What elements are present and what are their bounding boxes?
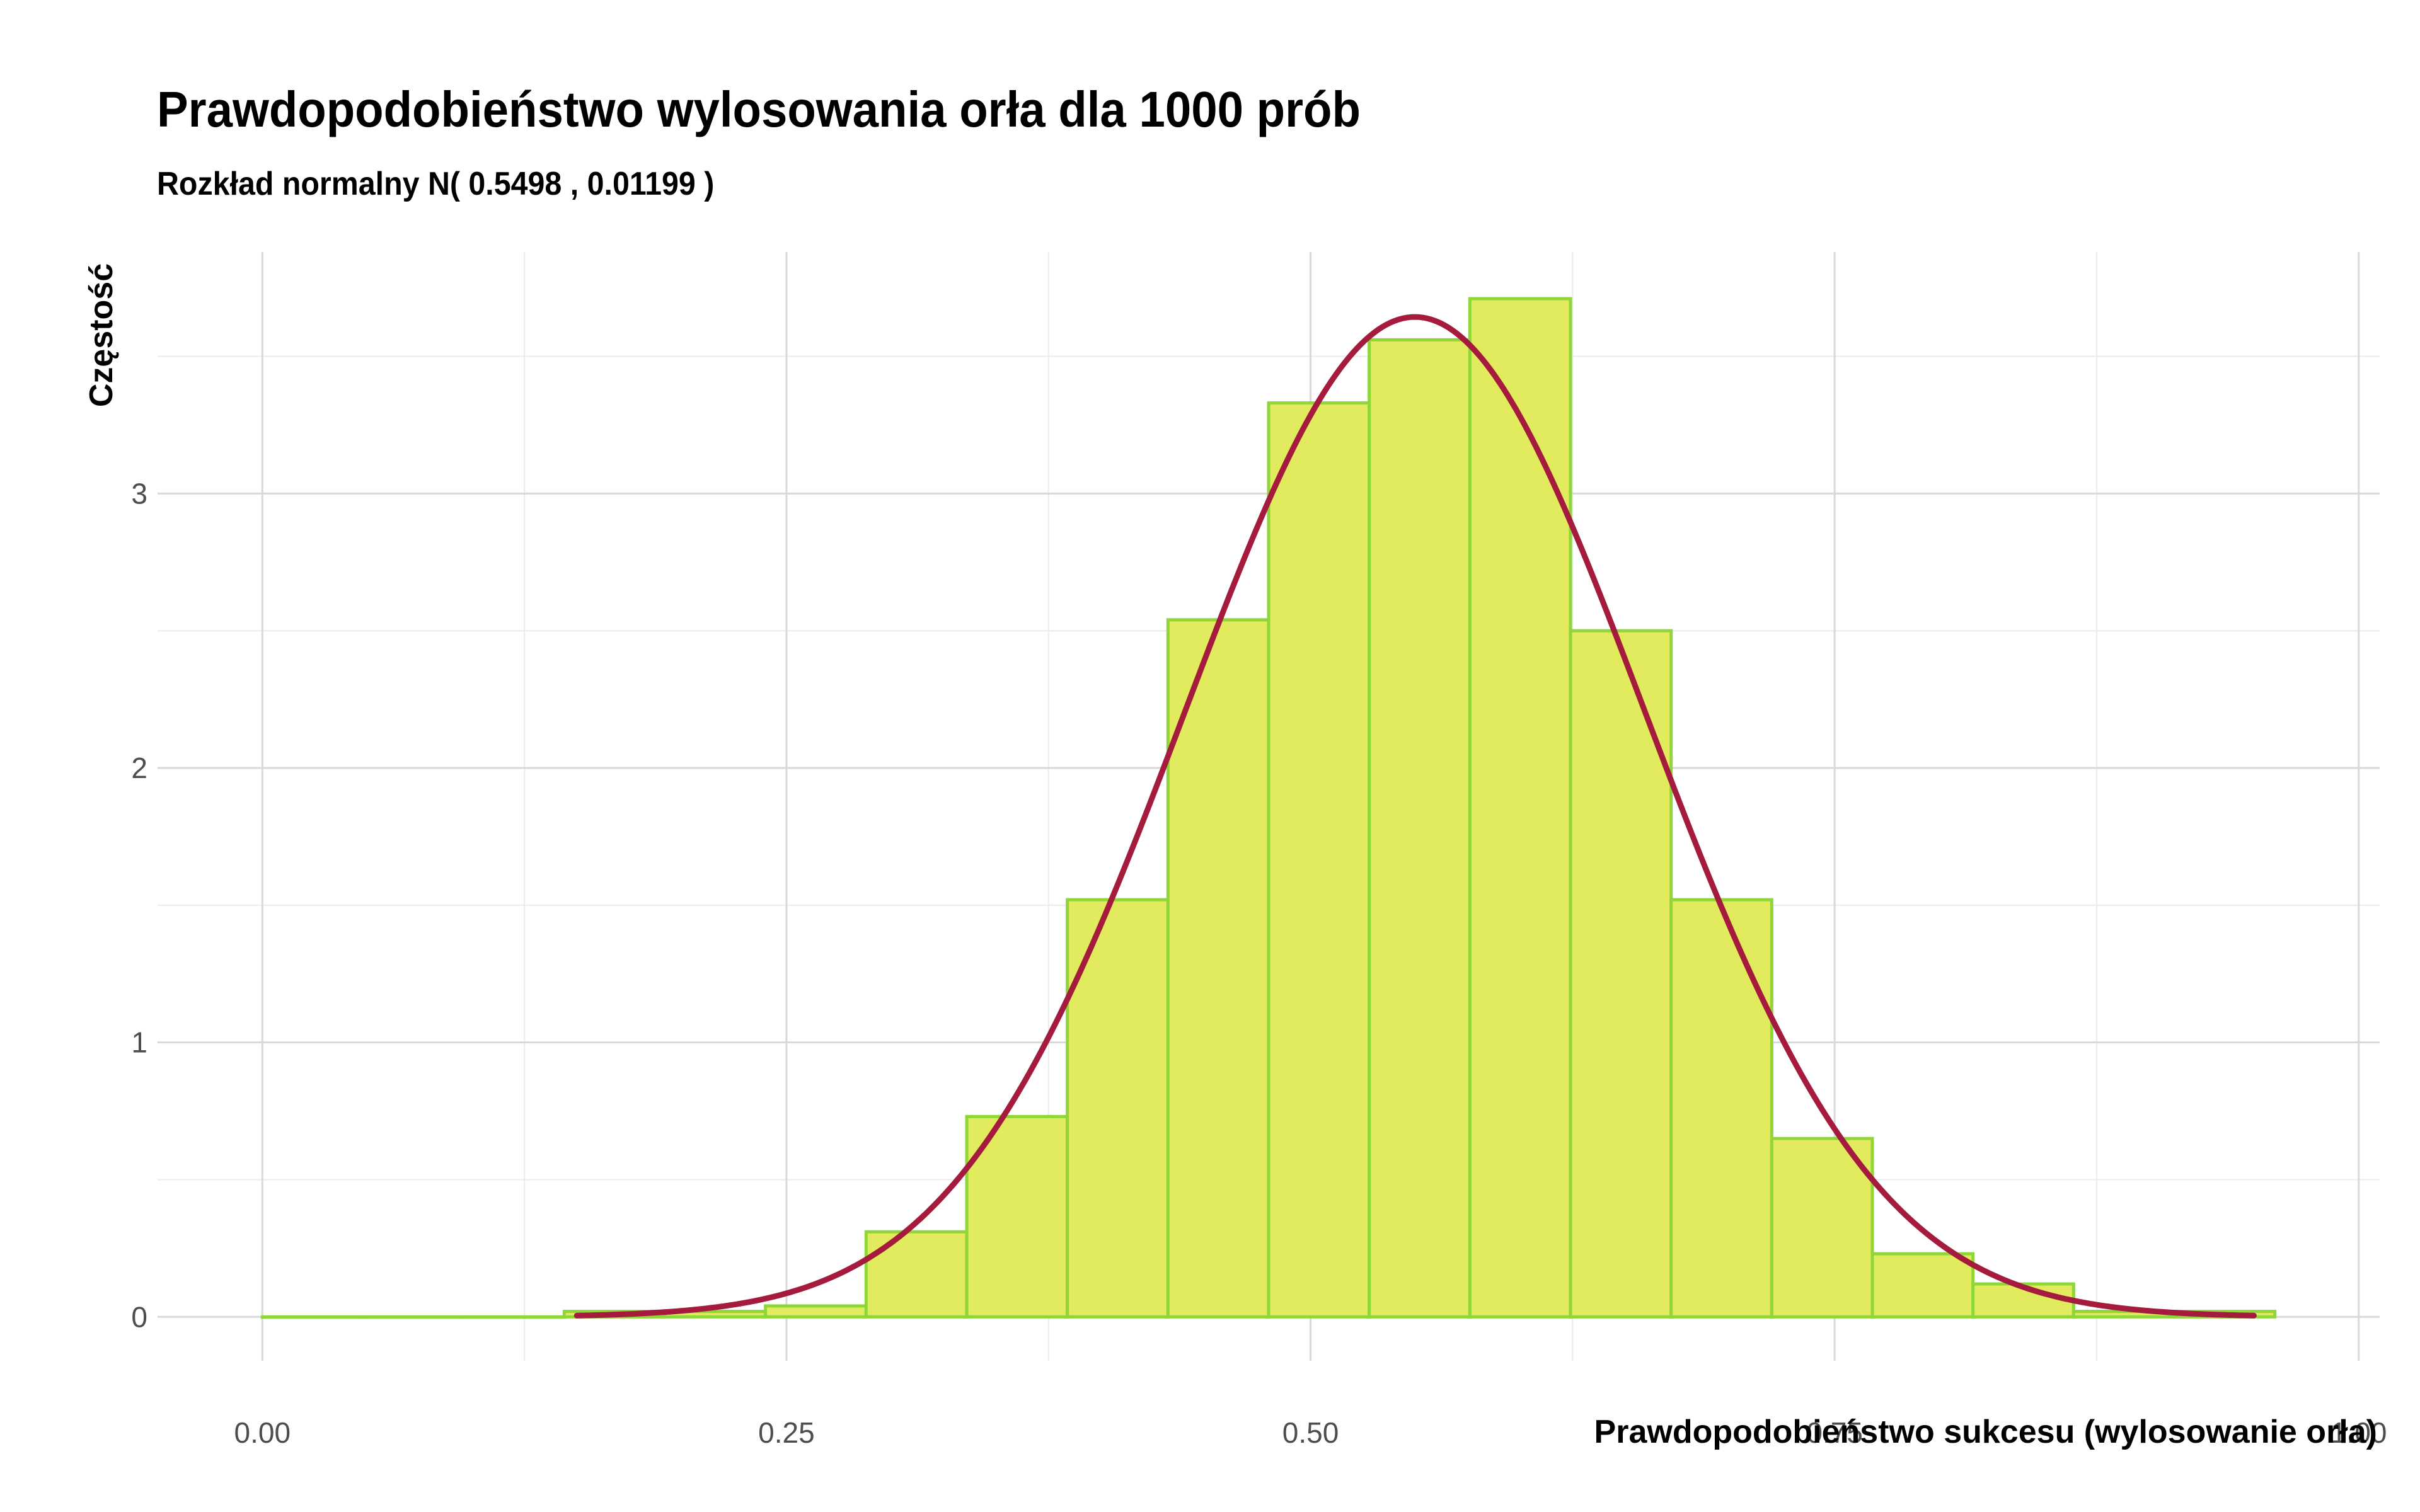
x-tick-label: 0.00 xyxy=(234,1416,291,1449)
histogram-bar xyxy=(1368,338,1472,1319)
histogram-bar xyxy=(864,1230,969,1319)
histogram-bar xyxy=(1569,629,1673,1319)
normal-density-curve xyxy=(573,314,2257,1319)
histogram-bars xyxy=(260,297,2277,1319)
x-tick-label: 0.50 xyxy=(1282,1416,1339,1449)
axis-ticks: 0.00 0.25 0.50 0.75 1.00 0 1 2 3 xyxy=(131,477,2387,1449)
x-tick-label: 0.25 xyxy=(758,1416,815,1449)
histogram-bar xyxy=(1468,297,1572,1319)
x-tick-label: 0.75 xyxy=(1806,1416,1863,1449)
chart-subtitle: Rozkład normalny N( 0.5498 , 0.01199 ) xyxy=(157,166,715,202)
histogram-bar xyxy=(1669,898,1773,1319)
histogram-bar xyxy=(764,1304,868,1319)
x-tick-label: 1.00 xyxy=(2331,1416,2387,1449)
y-tick-label: 0 xyxy=(131,1300,147,1333)
x-axis-title: Prawdopodobieństwo sukcesu (wylosowanie … xyxy=(1594,1414,2377,1450)
density-curve-layer xyxy=(573,314,2257,1319)
y-tick-label: 1 xyxy=(131,1026,147,1059)
chart-title: Prawdopodobieństwo wylosowania orła dla … xyxy=(157,81,1361,137)
y-tick-label: 3 xyxy=(131,477,147,510)
histogram-bar xyxy=(1870,1252,1975,1319)
y-axis-title: Częstość xyxy=(83,263,120,407)
histogram-bar xyxy=(1770,1137,1874,1319)
y-tick-label: 2 xyxy=(131,752,147,784)
histogram-bar xyxy=(1267,401,1371,1319)
